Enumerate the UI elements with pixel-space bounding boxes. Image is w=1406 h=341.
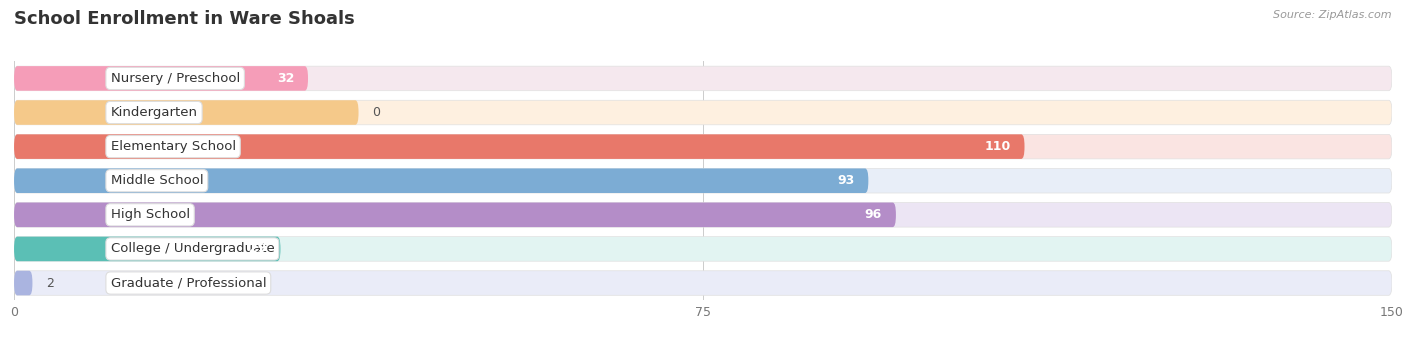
- Text: 2: 2: [46, 277, 53, 290]
- Text: Elementary School: Elementary School: [111, 140, 236, 153]
- Text: College / Undergraduate: College / Undergraduate: [111, 242, 274, 255]
- FancyBboxPatch shape: [14, 100, 1392, 125]
- FancyBboxPatch shape: [14, 66, 1392, 91]
- FancyBboxPatch shape: [14, 271, 32, 295]
- Text: High School: High School: [111, 208, 190, 221]
- FancyBboxPatch shape: [14, 134, 1392, 159]
- Text: Kindergarten: Kindergarten: [111, 106, 197, 119]
- FancyBboxPatch shape: [14, 168, 869, 193]
- Text: Graduate / Professional: Graduate / Professional: [111, 277, 266, 290]
- Text: Middle School: Middle School: [111, 174, 202, 187]
- Text: 96: 96: [865, 208, 882, 221]
- Text: Source: ZipAtlas.com: Source: ZipAtlas.com: [1274, 10, 1392, 20]
- Text: 29: 29: [249, 242, 267, 255]
- FancyBboxPatch shape: [14, 237, 280, 261]
- FancyBboxPatch shape: [14, 203, 896, 227]
- FancyBboxPatch shape: [14, 134, 1025, 159]
- FancyBboxPatch shape: [14, 203, 1392, 227]
- Text: 0: 0: [373, 106, 380, 119]
- Text: Nursery / Preschool: Nursery / Preschool: [111, 72, 240, 85]
- Text: School Enrollment in Ware Shoals: School Enrollment in Ware Shoals: [14, 10, 354, 28]
- FancyBboxPatch shape: [14, 271, 1392, 295]
- FancyBboxPatch shape: [14, 168, 1392, 193]
- FancyBboxPatch shape: [14, 237, 1392, 261]
- Text: 32: 32: [277, 72, 294, 85]
- Text: 93: 93: [838, 174, 855, 187]
- FancyBboxPatch shape: [14, 66, 308, 91]
- FancyBboxPatch shape: [14, 100, 359, 125]
- Text: 110: 110: [984, 140, 1011, 153]
